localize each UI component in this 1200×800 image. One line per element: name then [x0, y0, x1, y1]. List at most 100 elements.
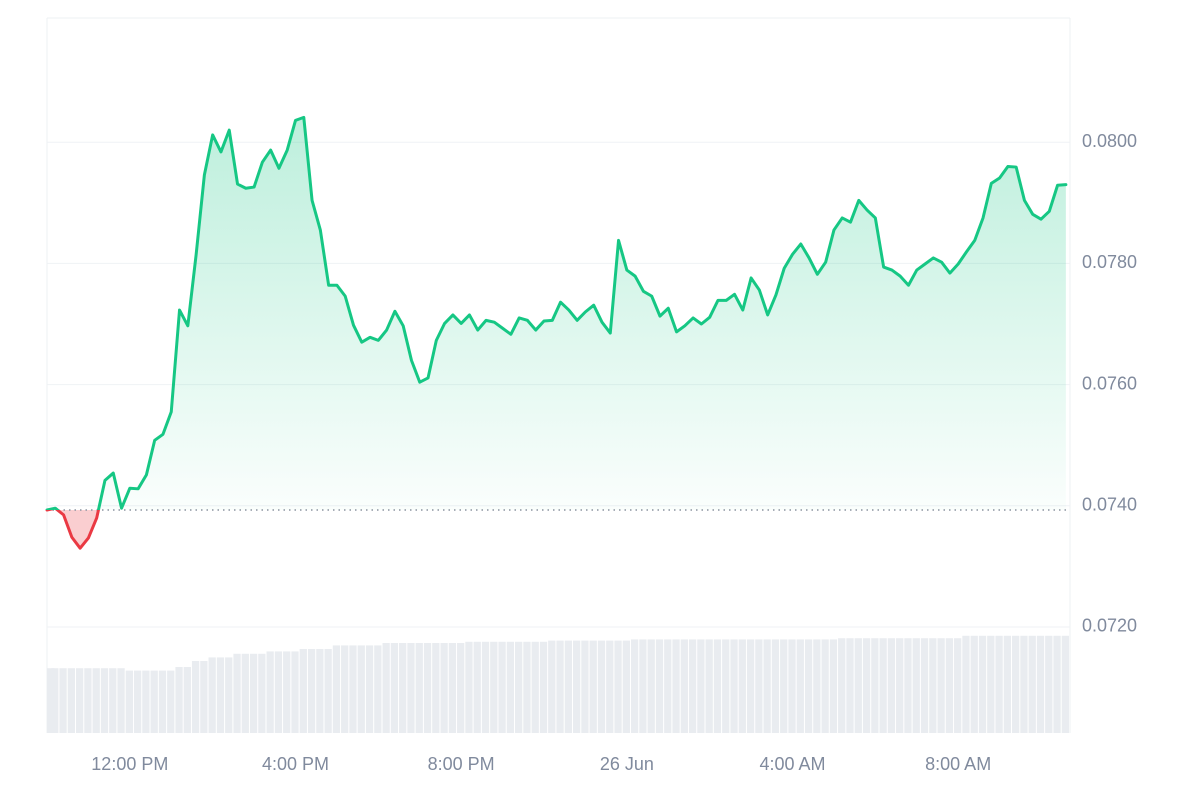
volume-bar	[755, 639, 763, 733]
volume-bar	[937, 638, 945, 733]
volume-bar	[241, 653, 249, 733]
volume-bar	[548, 640, 556, 733]
volume-bar	[639, 639, 647, 733]
volume-bar	[506, 641, 515, 733]
volume-bar	[622, 640, 630, 733]
y-tick-label: 0.0760	[1082, 373, 1137, 393]
volume-bar	[92, 668, 100, 733]
volume-bar	[1020, 635, 1028, 733]
volume-bar	[688, 639, 697, 733]
volume-bar	[647, 639, 655, 733]
volume-bar	[1053, 635, 1061, 733]
volume-bar	[556, 640, 564, 733]
volume-bar	[564, 640, 572, 733]
x-tick-label: 12:00 PM	[91, 754, 168, 774]
volume-bar	[341, 645, 349, 733]
volume-bar	[291, 651, 299, 733]
volume-bar	[481, 641, 490, 733]
volume-bar	[415, 643, 423, 733]
volume-bar	[457, 643, 465, 733]
volume-bar	[357, 645, 365, 733]
volume-bar	[838, 638, 846, 733]
volume-bar	[1061, 635, 1069, 733]
volume-bar	[655, 639, 664, 733]
volume-bar	[871, 638, 879, 733]
volume-bar	[1045, 635, 1053, 733]
volume-bar	[316, 649, 324, 733]
volume-bar	[1036, 635, 1045, 733]
volume-bar	[987, 635, 995, 733]
volume-bar	[978, 635, 987, 733]
volume-bar	[183, 667, 191, 733]
volume-bar	[432, 643, 440, 733]
volume-bar	[705, 639, 713, 733]
volume-bar	[1003, 635, 1012, 733]
volume-bar	[697, 639, 705, 733]
volume-bar	[258, 653, 266, 733]
volume-bar	[125, 670, 133, 733]
volume-bar	[896, 638, 904, 733]
volume-bar	[59, 668, 67, 733]
volume-bar	[746, 639, 755, 733]
volume-bar	[581, 640, 589, 733]
volume-bar	[995, 635, 1003, 733]
volume-bar	[47, 668, 55, 733]
volume-bar	[680, 639, 688, 733]
x-tick-label: 8:00 PM	[428, 754, 495, 774]
x-tick-label: 8:00 AM	[925, 754, 991, 774]
volume-bar	[390, 643, 399, 733]
volume-bar	[804, 639, 813, 733]
volume-bar	[407, 643, 415, 733]
volume-bar	[738, 639, 746, 733]
volume-bar	[75, 668, 84, 733]
volume-bar	[225, 657, 233, 733]
volume-bar	[614, 640, 622, 733]
volume-bar	[51, 668, 59, 733]
volume-bar	[970, 635, 978, 733]
volume-bar	[283, 651, 291, 733]
volume-bar	[465, 641, 473, 733]
volume-bar	[763, 639, 771, 733]
volume-bar	[1028, 635, 1036, 733]
volume-bar	[382, 643, 390, 733]
volume-bar	[365, 645, 374, 733]
volume-bar	[920, 638, 929, 733]
volume-bar	[117, 668, 125, 733]
volume-bar	[788, 639, 796, 733]
volume-bar	[473, 641, 481, 733]
volume-bar	[158, 670, 167, 733]
y-tick-label: 0.0800	[1082, 131, 1137, 151]
volume-bar	[133, 670, 142, 733]
volume-bar	[771, 639, 780, 733]
volume-bar	[539, 641, 548, 733]
volume-bar	[200, 661, 208, 733]
y-tick-label: 0.0740	[1082, 495, 1137, 515]
volume-bar	[100, 668, 109, 733]
volume-bar	[498, 641, 506, 733]
volume-bar	[954, 638, 962, 733]
volume-bar	[672, 639, 680, 733]
volume-bar	[208, 657, 216, 733]
volume-bar	[84, 668, 92, 733]
volume-bar	[274, 651, 283, 733]
volume-bar	[531, 641, 539, 733]
volume-bar	[813, 639, 821, 733]
volume-bar	[374, 645, 382, 733]
volume-bar	[829, 639, 838, 733]
volume-bar	[630, 639, 639, 733]
volume-bar	[854, 638, 862, 733]
volume-bar	[780, 639, 788, 733]
y-tick-label: 0.0780	[1082, 252, 1137, 272]
volume-bar	[929, 638, 937, 733]
volume-bar	[307, 649, 316, 733]
volume-bar	[191, 661, 200, 733]
volume-bar	[249, 653, 258, 733]
volume-bar	[423, 643, 432, 733]
volume-bar	[730, 639, 738, 733]
area	[47, 117, 1066, 549]
volume-bar	[862, 638, 871, 733]
volume-bar	[349, 645, 357, 733]
volume-bar	[490, 641, 498, 733]
volume-bar	[399, 643, 407, 733]
